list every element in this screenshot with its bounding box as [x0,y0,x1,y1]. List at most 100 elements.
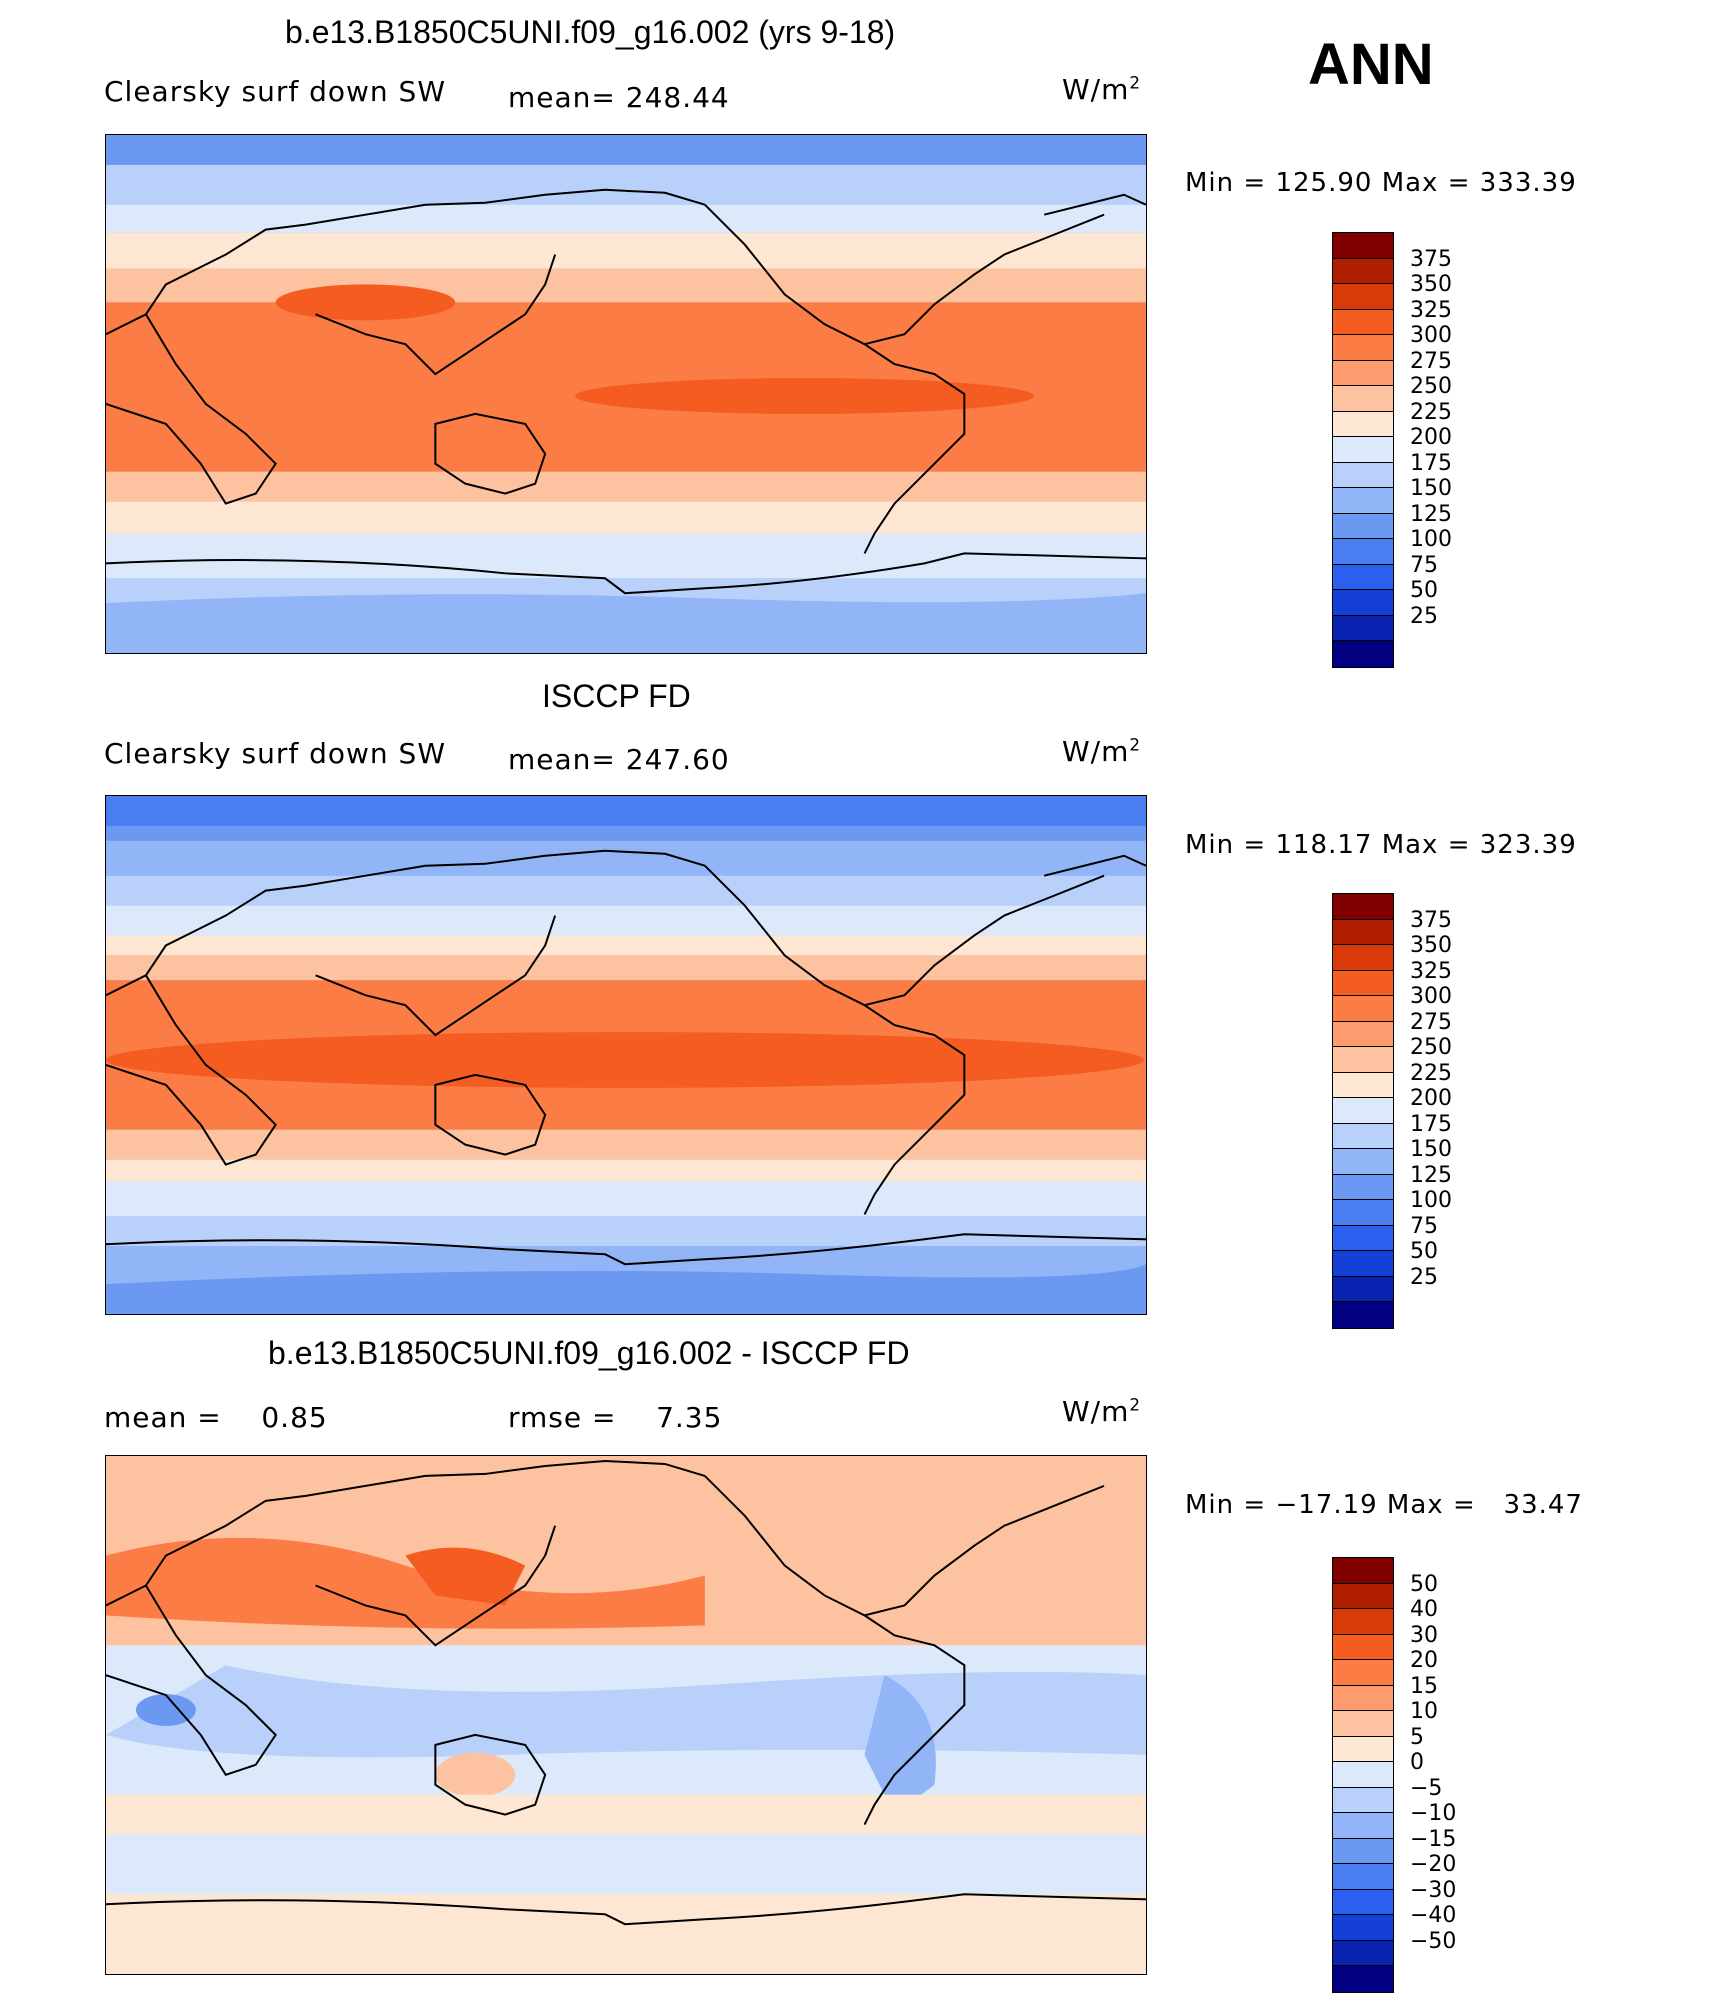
colorbar-tick-label: −50 [1410,1928,1457,1954]
colorbar-swatch [1333,1762,1393,1788]
colorbar-tick-label: 10 [1410,1699,1438,1724]
colorbar-swatch [1333,970,1393,996]
colorbar-swatch [1333,1838,1393,1864]
colorbar-tick-label: 100 [1410,1188,1452,1213]
colorbar-swatch [1333,894,1393,920]
colorbar-swatch [1333,284,1393,310]
colorbar-swatch [1333,488,1393,514]
colorbar-swatch [1333,1864,1393,1890]
panel3-units-label: W/m2 [1062,1394,1142,1428]
panel2-mean-label: mean= 247.60 [508,743,730,776]
colorbar-tick-label: 275 [1410,348,1452,374]
colorbar-tick-label: 150 [1410,1137,1452,1162]
colorbar-swatch [1333,233,1393,259]
colorbar-swatch [1333,1200,1393,1226]
colorbar-tick-label: 50 [1410,578,1438,603]
colorbar-swatch [1333,1174,1393,1200]
colorbar-swatch [1333,539,1393,565]
colorbar-swatch [1333,437,1393,463]
colorbar-swatch [1333,1736,1393,1762]
colorbar-swatch [1333,1940,1393,1966]
panel3-mean-label: mean = 0.85 [104,1401,328,1434]
colorbar-swatch [1333,945,1393,971]
colorbar-tick-label: 25 [1410,1264,1438,1290]
colorbar-swatch [1333,1558,1393,1584]
panel1-title: b.e13.B1850C5UNI.f09_g16.002 (yrs 9-18) [285,14,896,50]
colorbar-swatch [1333,1787,1393,1813]
colorbar-tick-label: 20 [1410,1648,1438,1673]
panel1-variable-label: Clearsky surf down SW [104,75,447,108]
colorbar-swatch [1333,513,1393,539]
panel2-units-label: W/m2 [1062,734,1142,768]
colorbar-swatch [1333,1685,1393,1711]
colorbar-swatch [1333,1276,1393,1302]
colorbar-tick-label: 40 [1410,1597,1438,1622]
colorbar-tick-label: 200 [1410,425,1452,450]
colorbar-swatch [1333,1634,1393,1660]
panel2-colorbar [1332,893,1394,1329]
panel2-title: ISCCP FD [542,678,691,714]
panel3-title: b.e13.B1850C5UNI.f09_g16.002 - ISCCP FD [268,1335,910,1371]
colorbar-tick-label: 75 [1410,552,1438,578]
colorbar-tick-label: 15 [1410,1673,1438,1699]
panel2-minmax: Min = 118.17 Max = 323.39 [1185,830,1577,860]
colorbar-swatch [1333,1813,1393,1839]
colorbar-tick-label: 250 [1410,374,1452,399]
colorbar-tick-label: 325 [1410,958,1452,984]
colorbar-tick-label: 50 [1410,1239,1438,1264]
colorbar-tick-label: 100 [1410,527,1452,552]
colorbar-swatch [1333,462,1393,488]
panel1-colorbar [1332,232,1394,668]
colorbar-swatch [1333,1302,1393,1328]
colorbar-tick-label: 325 [1410,297,1452,323]
colorbar-swatch [1333,1889,1393,1915]
colorbar-tick-label: 5 [1410,1724,1424,1750]
panel3-colorbar [1332,1557,1394,1993]
colorbar-tick-label: 300 [1410,323,1452,348]
colorbar-swatch [1333,1251,1393,1277]
panel3-rmse-label: rmse = 7.35 [508,1401,723,1434]
colorbar-swatch [1333,1660,1393,1686]
colorbar-tick-label: −10 [1410,1801,1457,1826]
colorbar-swatch [1333,1583,1393,1609]
colorbar-tick-label: 250 [1410,1035,1452,1060]
colorbar-swatch [1333,1915,1393,1941]
colorbar-swatch [1333,1609,1393,1635]
colorbar-swatch [1333,386,1393,412]
colorbar-swatch [1333,1149,1393,1175]
colorbar-tick-label: 150 [1410,476,1452,501]
season-label: ANN [1308,32,1434,97]
colorbar-tick-label: 25 [1410,603,1438,629]
colorbar-swatch [1333,1072,1393,1098]
colorbar-swatch [1333,1021,1393,1047]
colorbar-swatch [1333,335,1393,361]
colorbar-swatch [1333,360,1393,386]
panel1-mean-label: mean= 248.44 [508,81,730,114]
colorbar-tick-label: 50 [1410,1571,1438,1597]
colorbar-tick-label: −5 [1410,1775,1443,1801]
panel1-units-label: W/m2 [1062,72,1142,106]
colorbar-tick-label: 275 [1410,1009,1452,1035]
colorbar-swatch [1333,590,1393,616]
panel2-variable-label: Clearsky surf down SW [104,737,447,770]
colorbar-tick-label: 300 [1410,984,1452,1009]
panel2-map [105,795,1147,1315]
colorbar-swatch [1333,1711,1393,1737]
colorbar-tick-label: 30 [1410,1622,1438,1648]
colorbar-swatch [1333,1047,1393,1073]
colorbar-tick-label: −30 [1410,1877,1457,1903]
panel3-map [105,1455,1147,1975]
colorbar-swatch [1333,1123,1393,1149]
colorbar-tick-label: 200 [1410,1086,1452,1111]
colorbar-tick-label: −20 [1410,1852,1457,1877]
colorbar-tick-label: 350 [1410,933,1452,958]
colorbar-tick-label: 175 [1410,1111,1452,1137]
colorbar-tick-label: 225 [1410,399,1452,425]
colorbar-swatch [1333,919,1393,945]
colorbar-tick-label: 0 [1410,1750,1424,1775]
colorbar-swatch [1333,1098,1393,1124]
panel1-minmax: Min = 125.90 Max = 333.39 [1185,168,1577,198]
colorbar-tick-label: 125 [1410,1162,1452,1188]
colorbar-tick-label: 175 [1410,450,1452,476]
colorbar-tick-label: 75 [1410,1213,1438,1239]
